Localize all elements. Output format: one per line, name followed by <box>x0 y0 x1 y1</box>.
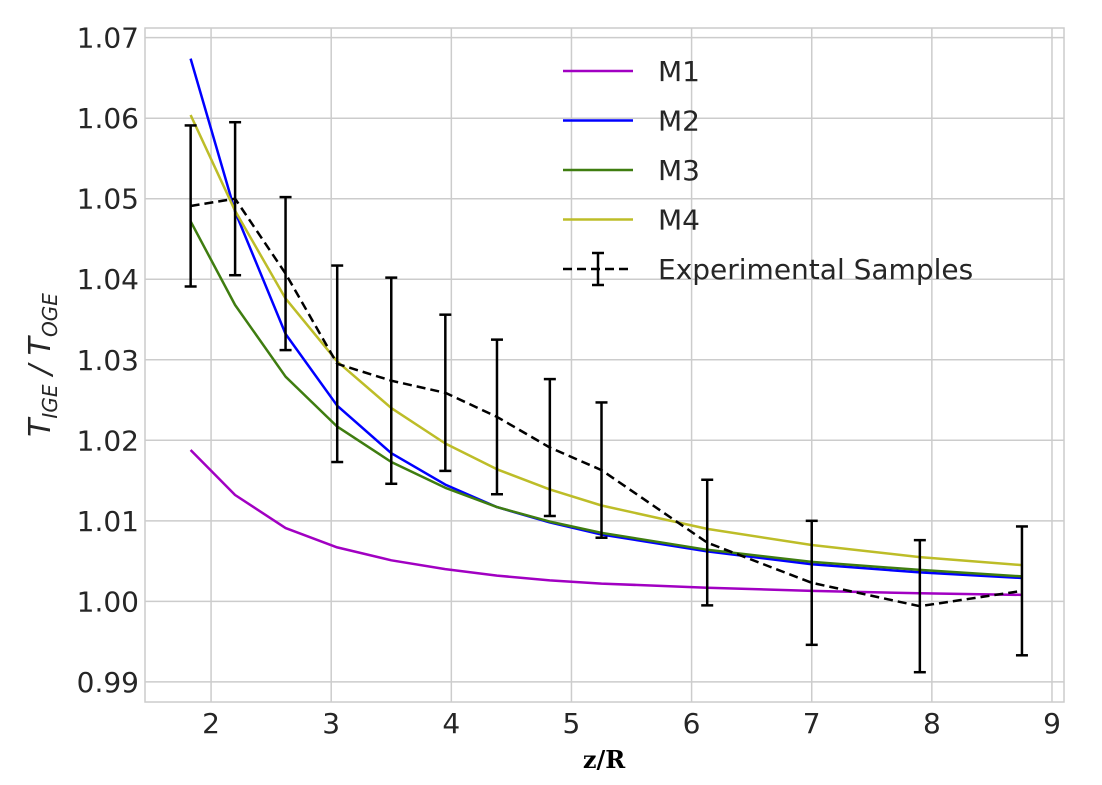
x-tick-label: 6 <box>683 707 701 740</box>
y-tick-labels: 0.99 1.00 1.01 1.02 1.03 1.04 1.05 1.06 1.07 <box>77 22 139 699</box>
grid <box>145 28 1064 702</box>
y-tick-label: 1.06 <box>77 102 139 135</box>
y-tick-label: 1.05 <box>77 183 139 216</box>
legend-item-m3: M3 <box>563 154 700 187</box>
y-axis-label-base2: T <box>23 334 58 355</box>
y-tick-label: 1.07 <box>77 22 139 55</box>
error-bar <box>701 478 714 607</box>
error-bar <box>543 377 556 518</box>
y-axis-label-sub1: IGE <box>38 384 62 418</box>
x-tick-label: 2 <box>202 707 220 740</box>
error-bar <box>805 519 818 647</box>
x-tick-label: 5 <box>563 707 581 740</box>
error-bar <box>439 313 452 473</box>
y-axis-label-base1: T <box>23 416 58 437</box>
plot-frame <box>144 27 1065 703</box>
series-layer <box>184 58 1028 674</box>
error-bar <box>331 264 344 464</box>
x-tick-label: 3 <box>322 707 340 740</box>
legend-item-m1: M1 <box>563 55 700 88</box>
x-axis-label: z/R <box>583 745 626 774</box>
y-axis-label-sep: / <box>23 355 58 384</box>
y-axis-label-sub2: OGE <box>38 293 62 337</box>
legend-label: M4 <box>658 204 700 237</box>
x-tick-label: 7 <box>803 707 821 740</box>
y-axis-label: TIGE / TOGE <box>23 293 62 437</box>
error-bar <box>385 276 398 486</box>
error-bar <box>1015 525 1028 657</box>
error-bar <box>490 338 503 496</box>
y-tick-label: 1.01 <box>77 505 139 538</box>
error-bar <box>913 538 926 674</box>
legend-label: M2 <box>658 105 700 138</box>
error-bar <box>279 195 292 352</box>
legend-item-m4: M4 <box>563 204 700 237</box>
x-tick-label: 9 <box>1043 707 1061 740</box>
error-bar <box>595 401 608 539</box>
x-tick-label: 8 <box>923 707 941 740</box>
legend-label: M1 <box>658 55 700 88</box>
legend-item-experimental-samples: Experimental Samples <box>563 251 973 287</box>
y-tick-label: 1.00 <box>77 585 139 618</box>
y-tick-label: 1.02 <box>77 424 139 457</box>
legend-item-m2: M2 <box>563 105 700 138</box>
y-tick-label: 1.03 <box>77 344 139 377</box>
error-bar <box>229 120 242 277</box>
legend-label: M3 <box>658 154 700 187</box>
x-tick-label: 4 <box>442 707 460 740</box>
x-tick-labels: 2 3 4 5 6 7 8 9 <box>202 707 1061 740</box>
error-bar <box>184 124 197 288</box>
series-experimental-samples <box>184 120 1028 674</box>
legend: M1 M2 M3 M4 Experimental Samples <box>563 55 973 287</box>
legend-label: Experimental Samples <box>658 253 973 286</box>
y-tick-label: 0.99 <box>77 666 139 699</box>
y-tick-label: 1.04 <box>77 263 139 296</box>
plot-area <box>145 28 1064 702</box>
